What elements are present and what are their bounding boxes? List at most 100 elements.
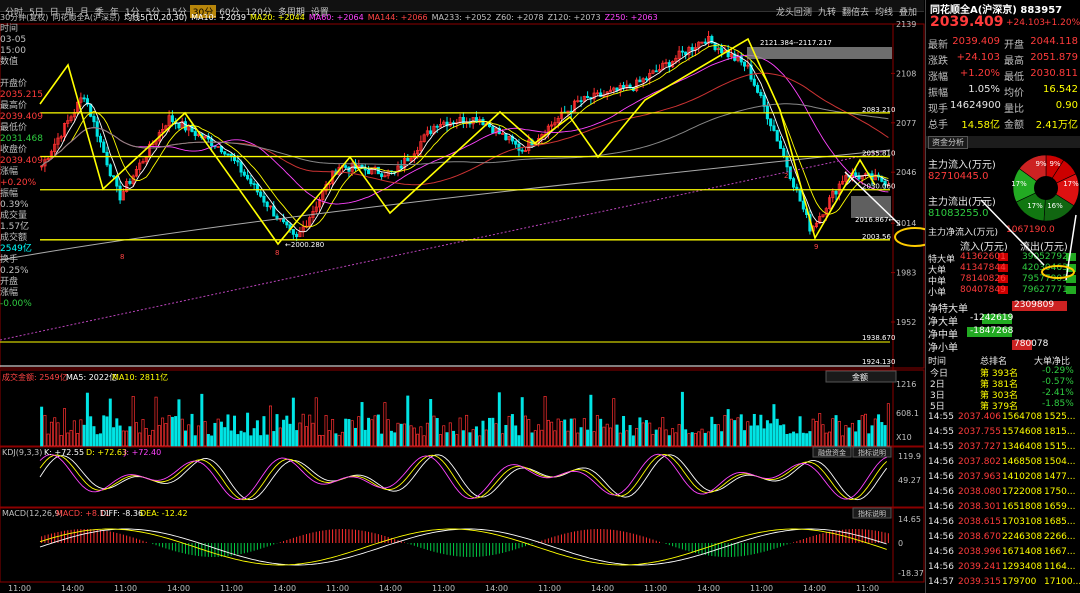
candle-body (638, 79, 642, 83)
candle-body (66, 120, 70, 124)
volume-bar (66, 432, 70, 447)
quote-stat-value: 0.90 (1055, 100, 1078, 111)
candle-body (707, 36, 711, 44)
quote-stat-label: 总手 (928, 120, 948, 131)
long-ma-line (0, 149, 891, 261)
candle-body (170, 115, 174, 122)
toolbar-link[interactable]: 龙头回测 (775, 8, 812, 18)
period-tab[interactable]: 设置 (310, 8, 329, 18)
volume-bar (837, 421, 841, 447)
toolbar-link[interactable]: 叠加 (898, 8, 917, 18)
volume-bar (556, 418, 560, 447)
volume-bar (474, 426, 478, 447)
period-tab[interactable]: 120分 (245, 8, 272, 18)
period-tab[interactable]: 5日 (29, 8, 44, 18)
price-zone-box (851, 196, 891, 218)
flow-header-in: 流入(万元) (960, 242, 1008, 253)
volume-bar (197, 425, 201, 447)
candle-body (834, 190, 838, 195)
quote-stat-label: 金额 (1004, 120, 1024, 131)
tick-time: 14:55 (928, 412, 954, 422)
period-tab[interactable]: 多周期 (277, 8, 305, 18)
volume-bar (98, 433, 102, 447)
candle-body (226, 153, 230, 156)
candle-body (161, 128, 165, 134)
kdj-help-button[interactable] (852, 446, 892, 458)
volume-bar (177, 399, 181, 447)
toolbar-link[interactable]: 九转 (817, 8, 836, 18)
period-tab[interactable]: 1分 (124, 8, 140, 18)
volume-bar (886, 403, 890, 447)
candle-body (92, 115, 96, 123)
volume-bar (765, 420, 769, 447)
kdj-line (39, 453, 887, 501)
toolbar-link[interactable]: 翻倍去 (841, 8, 869, 18)
period-tab[interactable]: 周 (64, 8, 74, 18)
flow-row-in: 41347844 (960, 263, 1006, 273)
kdj-legend-title: KDJ(9,3,3) (2, 448, 42, 457)
tick-time: 14:56 (928, 562, 954, 572)
count-marker: 9 (717, 44, 721, 52)
candle-body (491, 126, 495, 134)
period-tab[interactable]: 年 (109, 8, 119, 18)
kdj-button[interactable] (812, 446, 852, 458)
volume-bar (873, 418, 877, 447)
legend-item: MA60: +2064 (308, 13, 364, 22)
candle-body (425, 130, 429, 136)
volume-bar (422, 435, 426, 447)
fund-analysis-tab[interactable]: 资金分析 (928, 136, 968, 149)
volume-bar (383, 402, 387, 447)
volume-bar (857, 420, 861, 447)
candle-body (134, 169, 138, 177)
candle-body (115, 176, 119, 187)
volume-bar (298, 422, 302, 447)
volume-bar (792, 431, 796, 447)
volume-bar (618, 432, 622, 447)
kdj-legend-d: D: +72.63 (86, 448, 127, 457)
tick-volume: 2246308 (1002, 532, 1043, 542)
moving-average-line (41, 103, 889, 167)
time-axis-label: 11:00 (538, 584, 561, 593)
volume-bar (219, 421, 223, 447)
macd-help-button[interactable] (852, 507, 892, 519)
kline-chart-area[interactable]: 2139 2108 2077 2046 2014 1983 1952 2083.210 2055… (0, 0, 925, 593)
net-flow-value: 2309809 (1014, 300, 1055, 310)
kdj-button-label: 融盘资金 (818, 448, 846, 457)
volume-dropdown[interactable] (825, 370, 897, 383)
bar-info-row: 数值 (0, 57, 19, 67)
period-tab[interactable]: 5分 (145, 8, 161, 18)
rank-header: 时间 (928, 357, 947, 367)
rank-row-rank: 第 303名 (980, 391, 1019, 401)
volume-bar (501, 433, 505, 447)
period-tab[interactable]: 60分 (219, 8, 240, 18)
period-tab[interactable]: 分时 (5, 8, 24, 18)
bar-info-row: 最低价 (0, 123, 28, 133)
candle-body (380, 173, 384, 177)
volume-bar (295, 430, 299, 447)
period-tab[interactable]: 月 (79, 8, 89, 18)
period-tab[interactable]: 季 (94, 8, 104, 18)
volume-bar (442, 425, 446, 447)
candle-body (147, 143, 152, 158)
bar-info-row: 15:00 (0, 46, 26, 56)
volume-bar (285, 415, 289, 447)
rank-row-pct: -2.41% (1042, 388, 1074, 398)
volume-axis-label: X10 (896, 433, 912, 442)
period-tab[interactable]: 日 (49, 8, 59, 18)
period-tab[interactable]: 30分 (189, 5, 217, 18)
volume-bar (334, 433, 338, 447)
toolbar-link[interactable]: 均线 (874, 8, 893, 18)
volume-bar (527, 419, 531, 447)
volume-bar (684, 429, 688, 447)
volume-bar (308, 414, 312, 447)
volume-bar (190, 413, 194, 447)
volume-bar (324, 415, 328, 447)
quote-stat-value: 2051.879 (1030, 52, 1078, 63)
candle-body (46, 158, 50, 161)
main-outflow-value: 81083255.0 (928, 208, 989, 219)
volume-bar (255, 420, 259, 447)
volume-bar (769, 423, 773, 447)
period-tab[interactable]: 15分 (166, 8, 187, 18)
candle-body (523, 150, 528, 152)
bar-info-row: 时间 (0, 24, 19, 34)
